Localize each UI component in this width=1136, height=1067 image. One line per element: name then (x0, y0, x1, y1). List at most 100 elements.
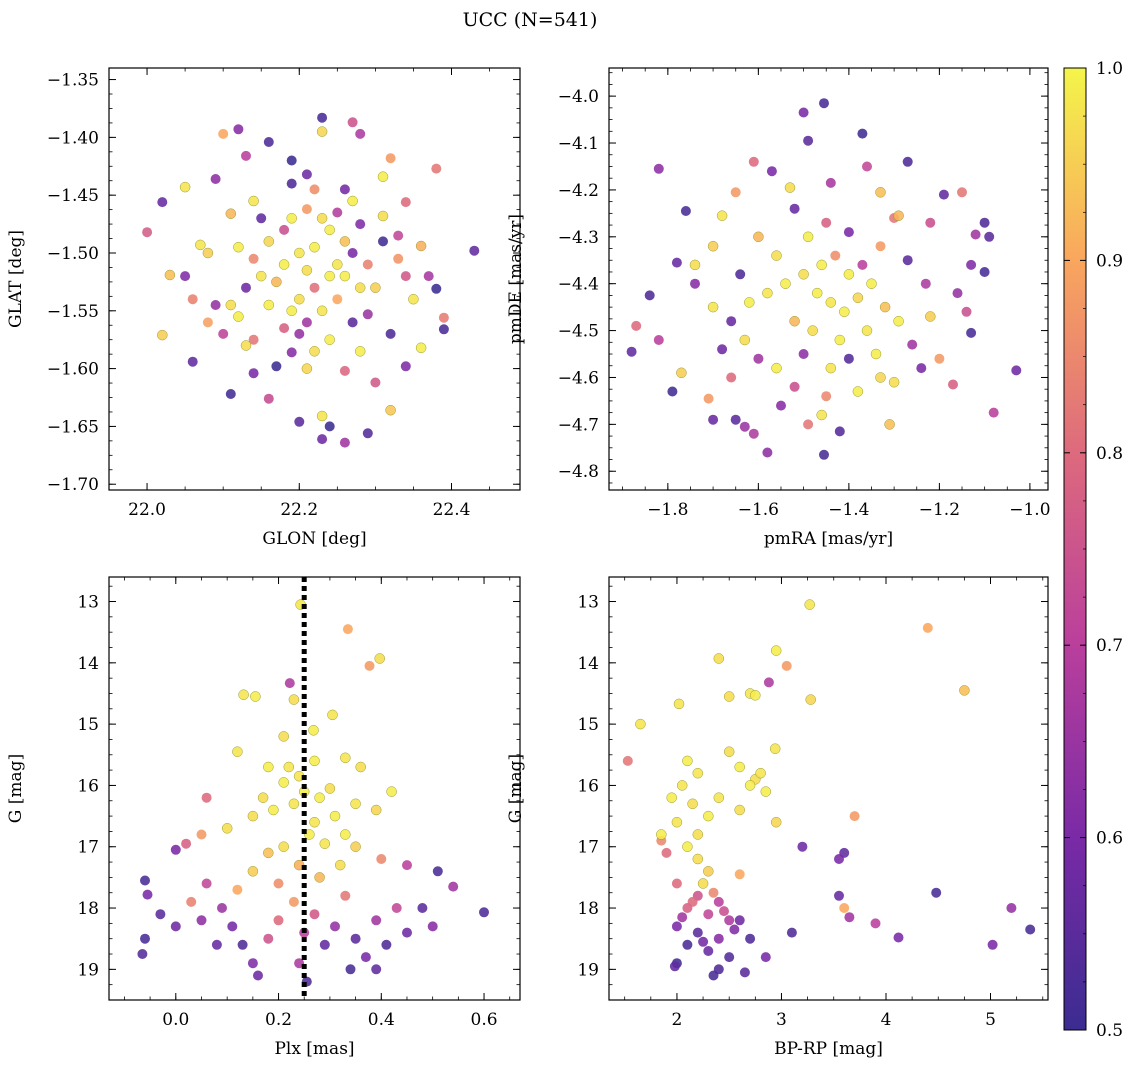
scatter-point (979, 267, 990, 277)
scatter-point (719, 906, 729, 917)
scatter-point (301, 363, 313, 374)
scatter-point (286, 305, 297, 317)
scatter-point (248, 195, 259, 207)
scatter-point (669, 961, 680, 972)
scatter-point (385, 153, 396, 164)
scatter-point (241, 282, 251, 293)
scatter-point (875, 187, 886, 198)
x-tick-label: 4 (881, 1010, 892, 1030)
scatter-point (370, 377, 381, 388)
scatter-point (656, 829, 667, 840)
scatter-point (217, 903, 227, 913)
scatter-point (339, 236, 351, 247)
scatter-point (301, 169, 312, 180)
scatter-point (347, 248, 358, 258)
scatter-point (770, 816, 782, 828)
scatter-point (247, 810, 259, 822)
axes-frame (608, 67, 1049, 491)
scatter-point (816, 409, 827, 421)
y-tick-label: 13 (577, 593, 599, 613)
scatter-point (187, 294, 198, 305)
scatter-point (427, 921, 438, 932)
y-tick-label: −4.2 (558, 181, 599, 201)
scatter-point (843, 269, 855, 280)
scatter-point (142, 227, 153, 238)
scatter-point (676, 367, 687, 379)
scatter-point (279, 224, 290, 235)
scatter-point (402, 860, 412, 871)
x-axis-label: pmRA [mas/yr] (764, 529, 893, 549)
scatter-point (273, 915, 284, 926)
scatter-point (979, 217, 990, 228)
scatter-point (803, 135, 814, 146)
scatter-point (301, 317, 312, 328)
scatter-point (415, 342, 427, 354)
scatter-point (726, 316, 737, 327)
y-tick-label: −4.3 (558, 228, 599, 248)
scatter-point (776, 400, 786, 411)
scatter-point (703, 810, 714, 822)
scatter-point (830, 250, 841, 261)
scatter-point (284, 678, 295, 689)
scatter-point (879, 301, 891, 313)
scatter-point (730, 187, 741, 198)
scatter-point (970, 229, 981, 240)
axes-frame (608, 576, 1049, 1001)
scatter-point (780, 278, 791, 289)
scatter-point (717, 344, 728, 355)
scatter-point (432, 866, 443, 877)
scatter-point (347, 317, 358, 328)
scatter-point (667, 386, 678, 397)
scatter-point (210, 300, 221, 310)
scatter-point (371, 964, 382, 975)
scatter-points (142, 112, 480, 448)
scatter-point (479, 907, 489, 918)
x-axis-label: Plx [mas] (274, 1039, 354, 1059)
scatter-point (959, 685, 970, 696)
scatter-point (210, 174, 221, 184)
colorbar: 0.5 0.6 0.7 0.8 0.9 1.0 (1063, 59, 1123, 1041)
scatter-point (987, 939, 998, 950)
scatter-point (355, 128, 366, 139)
scatter-point (771, 250, 782, 261)
scatter-point (339, 270, 351, 282)
y-tick-label: 14 (577, 654, 599, 674)
scatter-point (825, 362, 837, 374)
scatter-point (750, 690, 761, 701)
x-tick-label: −1.8 (647, 500, 688, 520)
y-tick-label: 18 (77, 899, 99, 919)
y-tick-label: 13 (77, 593, 99, 613)
scatter-point (314, 872, 325, 883)
scatter-point (798, 349, 809, 359)
scatter-point (843, 353, 854, 364)
scatter-point (202, 317, 213, 328)
scatter-point (744, 297, 755, 308)
scatter-point (843, 227, 854, 238)
scatter-point (682, 939, 693, 950)
scatter-point (155, 909, 166, 920)
scatter-point (707, 240, 719, 252)
scatter-point (852, 292, 864, 304)
scatter-point (952, 288, 963, 299)
scatter-point (708, 414, 719, 425)
scatter-point (233, 311, 244, 322)
scatter-point (673, 698, 685, 710)
scatter-point (247, 958, 258, 969)
x-axis-label: BP-RP [mag] (774, 1039, 883, 1059)
scatter-point (723, 691, 735, 702)
scatter-point (263, 761, 274, 773)
scatter-point (739, 421, 750, 432)
scatter-point (811, 287, 823, 299)
scatter-point (857, 128, 868, 139)
scatter-point (278, 731, 289, 742)
scatter-point (316, 213, 328, 224)
scatter-point (753, 231, 764, 243)
y-tick-label: −1.45 (47, 186, 99, 206)
scatter-point (988, 407, 999, 418)
scatter-point (211, 939, 222, 950)
scatter-point (350, 933, 361, 944)
scatter-point (781, 660, 792, 671)
scatter-point (682, 755, 693, 767)
x-tick-label: 5 (985, 1010, 996, 1030)
scatter-point (789, 203, 800, 214)
